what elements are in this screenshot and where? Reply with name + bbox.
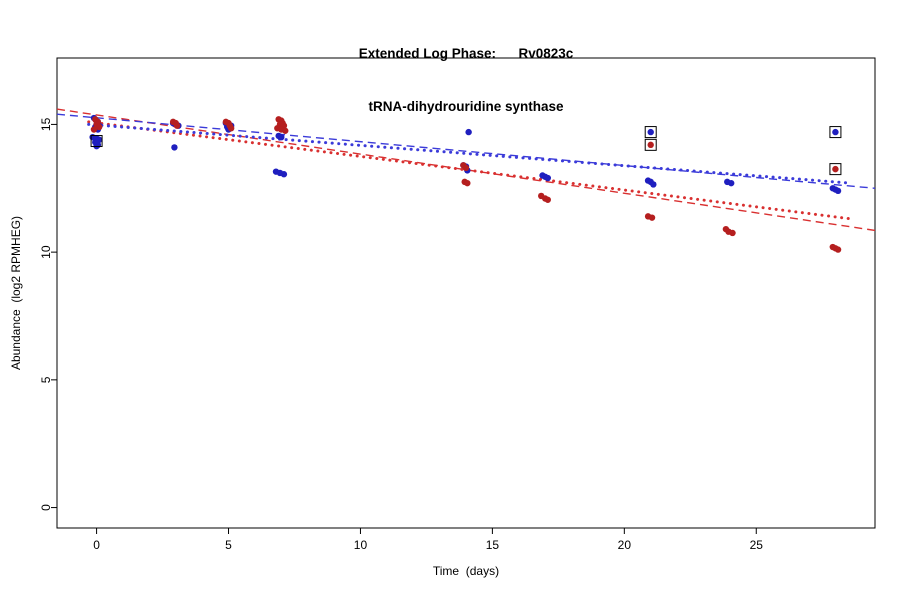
y-tick-label: 15 (39, 117, 53, 131)
red-point (282, 127, 289, 134)
red-flagged-point (647, 141, 654, 149)
x-tick-label: 5 (225, 538, 232, 552)
blue-dashed-trend-line (56, 113, 876, 189)
x-axis-label: Time (days) (432, 564, 500, 578)
red-point (544, 196, 551, 203)
red-point (464, 179, 471, 187)
x-tick-label: 0 (93, 538, 100, 552)
y-tick-label: 10 (39, 245, 53, 259)
blue-flagged-point (832, 128, 839, 136)
blue-flagged-point (647, 128, 654, 136)
blue-point (280, 171, 288, 178)
red-point (462, 164, 470, 172)
red-point (834, 246, 842, 253)
blue-point (650, 181, 657, 188)
flag-square-marker (829, 163, 842, 176)
blue-point (727, 179, 735, 187)
x-tick-label: 15 (486, 538, 500, 552)
x-tick-label: 20 (618, 538, 632, 552)
red-point (227, 125, 235, 132)
x-tick-label: 10 (354, 538, 368, 552)
red-point (648, 214, 656, 221)
flag-square-marker (829, 126, 842, 139)
red-point (96, 123, 103, 131)
y-tick-label: 5 (39, 376, 53, 383)
blue-point (278, 133, 285, 141)
flag-square-marker (90, 135, 103, 148)
blue-point (171, 144, 178, 151)
y-axis-label: Abundance (log2 RPMHEG) (9, 215, 23, 371)
blue-point (834, 187, 842, 195)
blue-flagged-point (93, 137, 100, 145)
y-tick-label: 0 (39, 504, 53, 511)
red-point (729, 229, 736, 237)
red-dashed-trend-line (56, 108, 876, 232)
flag-square-marker (644, 126, 657, 139)
red-point (173, 122, 181, 129)
plot-box (56, 57, 876, 529)
chart-title: Extended Log Phase: Rv0823c tRNA-dihydro… (57, 10, 875, 150)
blue-point (465, 128, 472, 136)
red-point (90, 126, 98, 133)
x-tick-label: 25 (750, 538, 764, 552)
chart-title-line1: Extended Log Phase: Rv0823c (358, 46, 574, 62)
red-flagged-point (832, 165, 839, 173)
blue-point (544, 174, 551, 182)
chart-title-line2: tRNA-dihydrouridine synthase (368, 98, 564, 114)
blue-dotted-trend-line (87, 122, 853, 185)
flag-square-marker (644, 138, 657, 151)
